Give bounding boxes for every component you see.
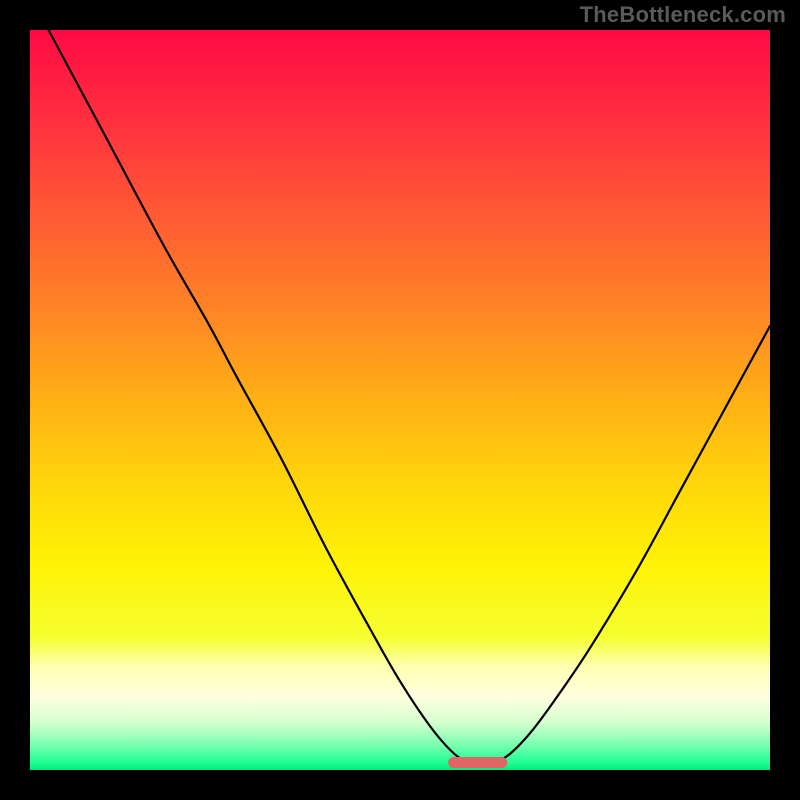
plot-svg [30, 30, 770, 770]
chart-background [30, 30, 770, 770]
optimal-range-marker [448, 757, 507, 768]
chart-frame: TheBottleneck.com [0, 0, 800, 800]
watermark-text: TheBottleneck.com [580, 2, 786, 28]
plot-area [30, 30, 770, 770]
